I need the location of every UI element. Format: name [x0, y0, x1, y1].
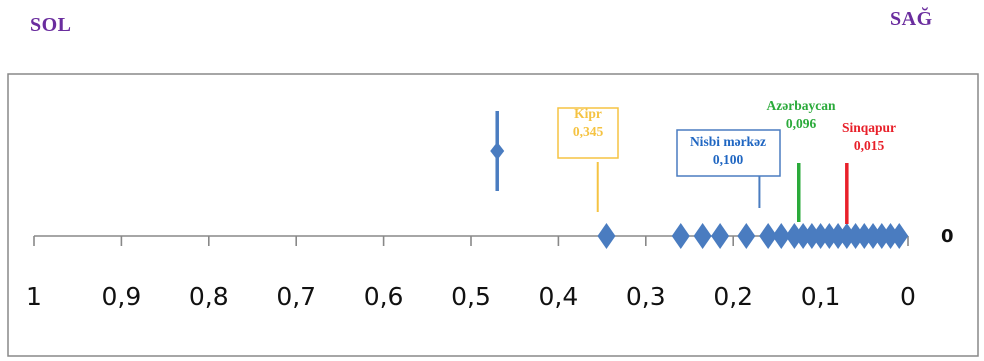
x-tick-label: 0,6	[364, 282, 404, 311]
annotation-azerbaycan: Azərbaycan 0,096	[767, 98, 836, 222]
annotation-value: 0,096	[786, 116, 817, 131]
data-point	[737, 223, 756, 249]
chart-frame	[7, 73, 979, 357]
data-point	[671, 223, 690, 249]
data-point	[693, 223, 712, 249]
annotation-value: 0,345	[573, 124, 604, 139]
data-point	[759, 223, 778, 249]
x-tick-label: 0,7	[276, 282, 316, 311]
data-point	[490, 142, 505, 160]
annotation-name: Azərbaycan	[767, 98, 836, 113]
x-tick-label: 0,3	[626, 282, 666, 311]
right-side-label: SAĞ	[890, 8, 933, 30]
annotation-nisbi: Nisbi mərkəz 0,100	[676, 129, 781, 208]
annotation-sinqapur: Sinqapur 0,015	[842, 120, 896, 224]
data-point	[711, 223, 730, 249]
x-tick-label: 0,9	[102, 282, 142, 311]
annotation-name: Sinqapur	[842, 120, 896, 135]
x-axis-tick-labels: 1 0,9 0,8 0,7 0,6 0,5 0,4 0,3 0,2 0,1 0	[26, 282, 916, 311]
x-tick-label: 1	[26, 282, 42, 311]
data-markers	[490, 111, 909, 249]
x-tick-label: 0,2	[713, 282, 753, 311]
x-tick-label: 0,4	[539, 282, 579, 311]
data-point	[772, 223, 791, 249]
left-side-label: SOL	[30, 14, 72, 36]
x-tick-label: 0,5	[451, 282, 491, 311]
annotation-box	[557, 107, 619, 159]
annotation-name: Kipr	[574, 106, 602, 121]
data-point	[890, 223, 909, 249]
zero-end-marker: 0	[941, 226, 954, 247]
x-tick-label: 0,8	[189, 282, 229, 311]
annotation-value: 0,015	[854, 138, 885, 153]
annotation-box	[676, 129, 781, 177]
annotations: Kipr 0,345 Nisbi mərkəz 0,100 Azərbaycan 0,09…	[557, 98, 896, 224]
annotation-name: Nisbi mərkəz	[690, 134, 766, 149]
data-point	[597, 223, 616, 249]
annotation-kipr: Kipr 0,345	[557, 106, 619, 212]
x-tick-label: 0,1	[801, 282, 841, 311]
x-tick-label: 0	[900, 282, 916, 311]
annotation-value: 0,100	[713, 152, 744, 167]
